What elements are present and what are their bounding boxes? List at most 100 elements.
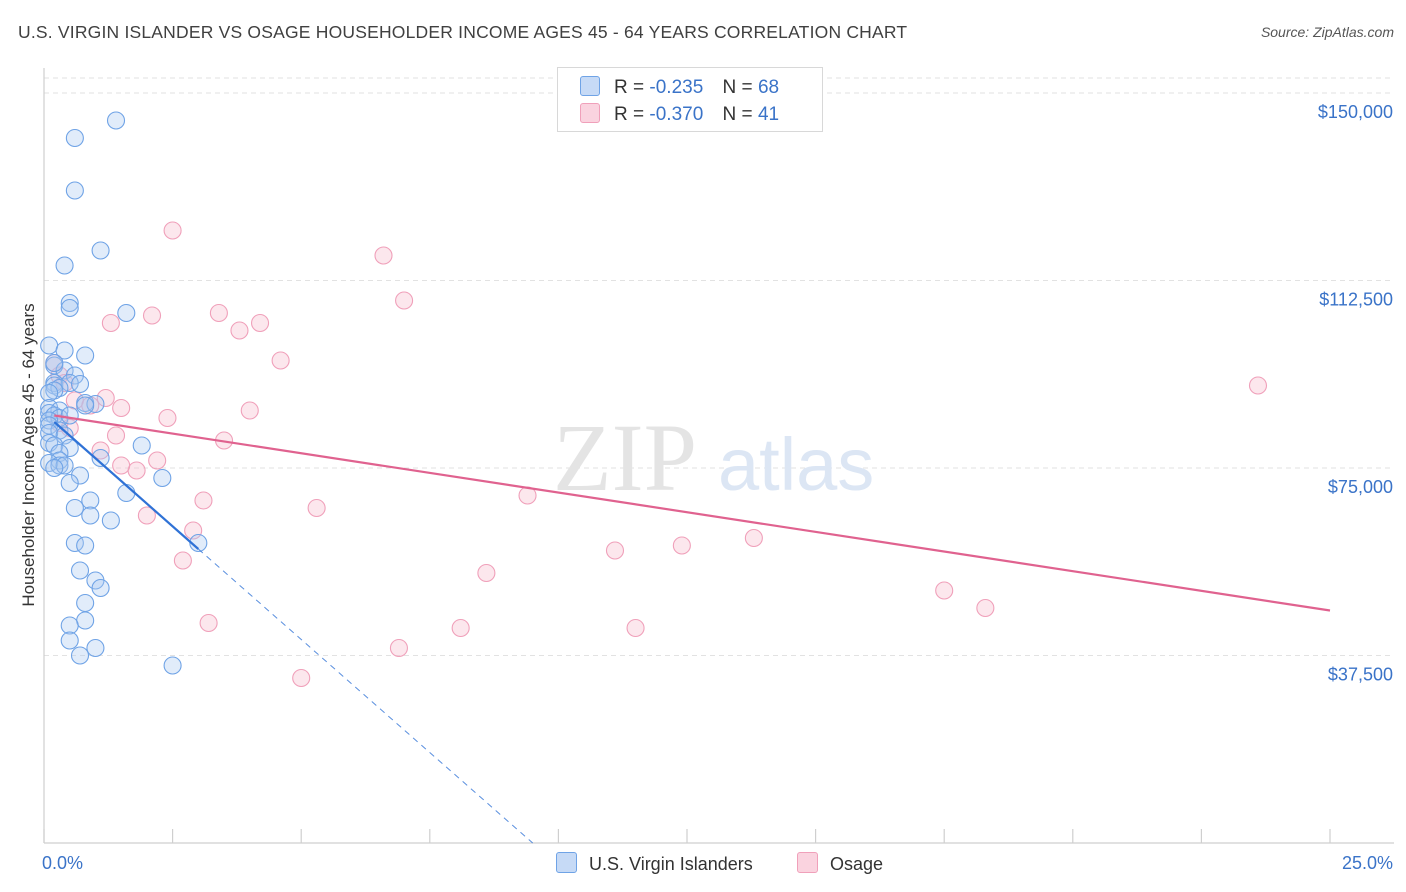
data-point-virgin-islanders (76, 611, 95, 630)
data-point-osage (55, 373, 74, 393)
data-point-virgin-islanders (91, 448, 110, 468)
data-point-osage (173, 551, 192, 570)
data-point-osage (605, 541, 625, 560)
data-point-osage (935, 581, 954, 600)
data-point-virgin-islanders (189, 533, 208, 553)
data-point-virgin-islanders (55, 256, 74, 275)
data-point-virgin-islanders (40, 453, 59, 473)
data-point-virgin-islanders (60, 298, 79, 318)
data-point-virgin-islanders (117, 483, 136, 503)
data-point-virgin-islanders (40, 403, 59, 423)
data-point-virgin-islanders (55, 456, 74, 475)
y-tick-label: $112,500 (1319, 290, 1393, 310)
trend-line-virgin-islanders-extension (197, 548, 534, 844)
data-point-osage (209, 303, 228, 323)
legend-n-value: 68 (757, 77, 780, 98)
legend-swatch-pink (580, 103, 600, 123)
data-point-osage (451, 618, 470, 638)
data-point-osage (199, 613, 218, 633)
data-point-virgin-islanders (91, 241, 110, 260)
data-point-osage (389, 638, 408, 658)
data-point-virgin-islanders (86, 638, 105, 658)
data-point-virgin-islanders (45, 458, 64, 478)
data-point-virgin-islanders (76, 346, 95, 365)
data-point-virgin-islanders (40, 383, 59, 403)
data-point-osage (91, 441, 110, 460)
bottom-legend-osage: Osage (797, 852, 883, 875)
data-point-osage (112, 456, 131, 475)
data-point-osage (1248, 376, 1268, 395)
data-point-virgin-islanders (60, 293, 79, 313)
trend-line-virgin-islanders (53, 421, 200, 550)
data-point-virgin-islanders (101, 511, 120, 530)
legend-r-label: R = (614, 77, 645, 98)
data-point-osage (194, 491, 213, 510)
legend-n-label: N = (722, 104, 753, 125)
data-point-virgin-islanders (45, 353, 64, 373)
data-point-virgin-islanders (81, 491, 100, 510)
data-point-virgin-islanders (153, 468, 172, 488)
data-point-virgin-islanders (70, 561, 90, 580)
data-point-osage (250, 313, 270, 333)
axes (43, 68, 1394, 844)
data-point-virgin-islanders (60, 438, 79, 458)
data-point-virgin-islanders (106, 111, 126, 130)
data-point-osage (626, 618, 645, 638)
bottom-legend-label: Osage (830, 854, 884, 874)
data-point-osage (112, 398, 131, 418)
data-point-osage (96, 388, 115, 408)
data-point-virgin-islanders (76, 396, 95, 415)
data-point-osage (158, 408, 177, 428)
data-point-virgin-islanders (40, 336, 59, 355)
legend-r-value: -0.235 (649, 77, 704, 98)
bottom-legend-swatch-blue (556, 852, 577, 873)
trend-line-osage (54, 414, 1331, 612)
data-point-virgin-islanders (117, 303, 136, 323)
data-point-osage (230, 321, 249, 340)
data-point-virgin-islanders (76, 536, 95, 555)
data-point-virgin-islanders (70, 646, 90, 665)
data-point-virgin-islanders (65, 533, 84, 553)
bottom-legend-virgin-islanders: U.S. Virgin Islanders (556, 852, 753, 875)
legend-n-label: N = (722, 77, 753, 98)
x-tick-label: 0.0% (42, 853, 83, 873)
legend-row-osage: R = -0.370 N = 41 (580, 103, 779, 126)
series-virgin-islanders (40, 111, 208, 675)
legend-row-virgin-islanders: R = -0.235 N = 68 (580, 76, 779, 99)
data-point-virgin-islanders (70, 374, 90, 394)
bottom-legend-swatch-pink (797, 852, 818, 873)
tick-labels: $37,500 $75,000 $112,500 $150,000 0.0% 25.0% (42, 102, 1393, 873)
chart-title: U.S. VIRGIN ISLANDER VS OSAGE HOUSEHOLDE… (18, 22, 908, 42)
data-point-virgin-islanders (60, 473, 79, 493)
data-point-virgin-islanders (163, 656, 182, 675)
data-point-virgin-islanders (65, 128, 84, 148)
data-point-osage (271, 351, 290, 370)
data-point-virgin-islanders (65, 498, 84, 518)
legend-r-value: -0.370 (649, 104, 704, 125)
data-point-virgin-islanders (81, 506, 100, 525)
data-point-osage (148, 451, 167, 470)
data-point-virgin-islanders (65, 181, 84, 200)
data-point-virgin-islanders (70, 466, 90, 485)
data-point-virgin-islanders (60, 631, 79, 650)
y-tick-label: $75,000 (1328, 477, 1393, 497)
data-point-osage (142, 306, 162, 325)
y-tick-label: $37,500 (1328, 665, 1393, 685)
bottom-legend-label: U.S. Virgin Islanders (589, 854, 753, 874)
y-tick-label: $150,000 (1318, 102, 1393, 122)
data-point-osage (477, 563, 496, 583)
data-point-virgin-islanders (55, 341, 74, 360)
data-point-virgin-islanders (50, 378, 69, 398)
data-point-virgin-islanders (60, 406, 79, 425)
legend-swatch-blue (580, 76, 600, 96)
x-tick-label: 25.0% (1342, 853, 1393, 873)
trend-lines (53, 414, 1331, 844)
data-point-osage (240, 401, 259, 420)
grid-lines (44, 77, 1394, 656)
data-point-virgin-islanders (50, 456, 69, 475)
data-point-osage (307, 498, 326, 518)
data-point-osage (137, 506, 156, 525)
correlation-legend: R = -0.235 N = 68 R = -0.370 N = 41 (557, 67, 823, 132)
data-point-osage (106, 426, 126, 445)
